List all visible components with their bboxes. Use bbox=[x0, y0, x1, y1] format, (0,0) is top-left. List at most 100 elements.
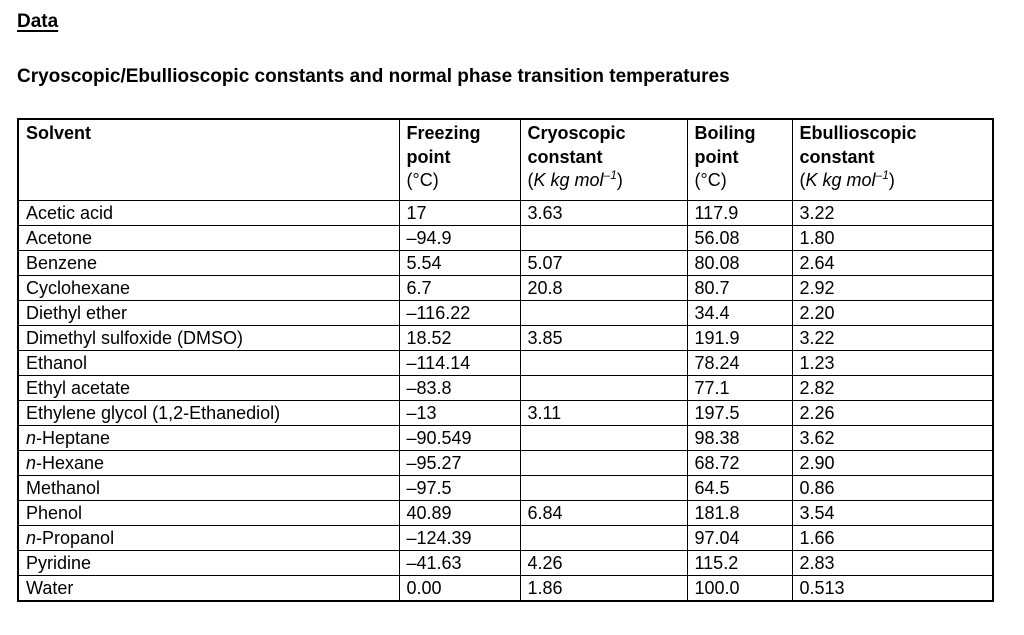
cryoscopic-constant-cell bbox=[519, 299, 688, 326]
boiling-point-cell: 56.08 bbox=[686, 224, 793, 251]
table-row: n-Propanol –124.39 97.04 1.66 bbox=[17, 524, 994, 551]
cryoscopic-constant-cell bbox=[519, 349, 688, 376]
solvent-name: Acetone bbox=[26, 227, 93, 248]
freezing-point-cell: –94.9 bbox=[398, 224, 521, 251]
column-unit: (°C) bbox=[406, 170, 439, 190]
freezing-point-cell: 18.52 bbox=[398, 324, 521, 351]
cryoscopic-constant-cell: 20.8 bbox=[519, 274, 688, 301]
freezing-point-cell: 17 bbox=[398, 199, 521, 226]
ebullioscopic-constant-cell: 1.23 bbox=[791, 349, 994, 376]
ebullioscopic-constant-cell: 3.22 bbox=[791, 199, 994, 226]
freezing-point-cell: 40.89 bbox=[398, 499, 521, 526]
cryoscopic-constant-cell: 3.11 bbox=[519, 399, 688, 426]
column-unit: (°C) bbox=[694, 170, 727, 190]
solvent-cell: Diethyl ether bbox=[17, 299, 400, 326]
freezing-point-cell: –124.39 bbox=[398, 524, 521, 551]
freezing-point-cell: 0.00 bbox=[398, 574, 521, 601]
table-row: n-Heptane –90.549 98.38 3.62 bbox=[17, 424, 994, 451]
boiling-point-cell: 68.72 bbox=[686, 449, 793, 476]
table-row: Ethyl acetate –83.8 77.1 2.82 bbox=[17, 374, 994, 401]
solvent-cell: n-Hexane bbox=[17, 449, 400, 476]
page-title: Data bbox=[17, 11, 59, 32]
boiling-point-cell: 77.1 bbox=[686, 374, 793, 401]
ebullioscopic-constant-cell: 2.82 bbox=[791, 374, 994, 401]
solvent-name: -Heptane bbox=[36, 427, 111, 448]
solvent-name: Pyridine bbox=[26, 552, 92, 573]
boiling-point-cell: 181.8 bbox=[686, 499, 793, 526]
table-row: Methanol –97.5 64.5 0.86 bbox=[17, 474, 994, 501]
solvent-name: Water bbox=[26, 577, 74, 598]
constants-table: Solvent Freezing point (°C) Cryoscopic c… bbox=[17, 118, 994, 602]
table-row: Dimethyl sulfoxide (DMSO) 18.52 3.85 191… bbox=[17, 324, 994, 351]
cryoscopic-constant-cell: 3.85 bbox=[519, 324, 688, 351]
boiling-point-cell: 78.24 bbox=[686, 349, 793, 376]
cryoscopic-constant-cell bbox=[519, 524, 688, 551]
cryoscopic-constant-cell: 5.07 bbox=[519, 249, 688, 276]
solvent-cell: Ethyl acetate bbox=[17, 374, 400, 401]
freezing-point-cell: –90.549 bbox=[398, 424, 521, 451]
boiling-point-cell: 97.04 bbox=[686, 524, 793, 551]
solvent-name: Phenol bbox=[26, 502, 83, 523]
freezing-point-cell: –95.27 bbox=[398, 449, 521, 476]
solvent-name: Diethyl ether bbox=[26, 302, 128, 323]
freezing-point-cell: –116.22 bbox=[398, 299, 521, 326]
table-row: Cyclohexane 6.7 20.8 80.7 2.92 bbox=[17, 274, 994, 301]
cryoscopic-constant-cell bbox=[519, 449, 688, 476]
freezing-point-cell: –41.63 bbox=[398, 549, 521, 576]
ebullioscopic-constant-cell: 3.54 bbox=[791, 499, 994, 526]
column-header-solvent: Solvent bbox=[17, 118, 400, 201]
column-header-freezing-point: Freezing point (°C) bbox=[398, 118, 521, 201]
solvent-cell: Phenol bbox=[17, 499, 400, 526]
boiling-point-cell: 64.5 bbox=[686, 474, 793, 501]
ebullioscopic-constant-cell: 0.86 bbox=[791, 474, 994, 501]
solvent-cell: Cyclohexane bbox=[17, 274, 400, 301]
table-row: Acetic acid 17 3.63 117.9 3.22 bbox=[17, 199, 994, 226]
boiling-point-cell: 98.38 bbox=[686, 424, 793, 451]
solvent-cell: n-Heptane bbox=[17, 424, 400, 451]
table-row: n-Hexane –95.27 68.72 2.90 bbox=[17, 449, 994, 476]
header-row: Solvent Freezing point (°C) Cryoscopic c… bbox=[17, 118, 994, 201]
cryoscopic-constant-cell bbox=[519, 424, 688, 451]
solvent-italic-prefix: n bbox=[26, 427, 37, 448]
ebullioscopic-constant-cell: 2.90 bbox=[791, 449, 994, 476]
boiling-point-cell: 115.2 bbox=[686, 549, 793, 576]
solvent-cell: Dimethyl sulfoxide (DMSO) bbox=[17, 324, 400, 351]
column-label: Freezing point bbox=[406, 123, 481, 167]
cryoscopic-constant-cell bbox=[519, 474, 688, 501]
boiling-point-cell: 80.7 bbox=[686, 274, 793, 301]
solvent-name: Methanol bbox=[26, 477, 101, 498]
solvent-italic-prefix: n bbox=[26, 452, 37, 473]
column-label: Ebullioscopic constant bbox=[799, 123, 917, 167]
solvent-cell: Methanol bbox=[17, 474, 400, 501]
freezing-point-cell: –114.14 bbox=[398, 349, 521, 376]
column-header-boiling-point: Boiling point (°C) bbox=[686, 118, 793, 201]
column-header-ebullioscopic-constant: Ebullioscopic constant (K kg mol–1) bbox=[791, 118, 994, 201]
ebullioscopic-constant-cell: 2.20 bbox=[791, 299, 994, 326]
solvent-name: Acetic acid bbox=[26, 202, 114, 223]
table-row: Phenol 40.89 6.84 181.8 3.54 bbox=[17, 499, 994, 526]
column-label: Cryoscopic constant bbox=[527, 123, 626, 167]
solvent-name: Ethyl acetate bbox=[26, 377, 131, 398]
ebullioscopic-constant-cell: 2.92 bbox=[791, 274, 994, 301]
solvent-cell: Benzene bbox=[17, 249, 400, 276]
solvent-cell: Acetic acid bbox=[17, 199, 400, 226]
table-row: Acetone –94.9 56.08 1.80 bbox=[17, 224, 994, 251]
column-unit: (K kg mol–1) bbox=[799, 168, 895, 190]
solvent-name: -Propanol bbox=[36, 527, 115, 548]
ebullioscopic-constant-cell: 0.513 bbox=[791, 574, 994, 601]
cryoscopic-constant-cell: 4.26 bbox=[519, 549, 688, 576]
cryoscopic-constant-cell: 6.84 bbox=[519, 499, 688, 526]
ebullioscopic-constant-cell: 2.64 bbox=[791, 249, 994, 276]
ebullioscopic-constant-cell: 2.83 bbox=[791, 549, 994, 576]
table-row: Benzene 5.54 5.07 80.08 2.64 bbox=[17, 249, 994, 276]
section-heading: Cryoscopic/Ebullioscopic constants and n… bbox=[17, 66, 730, 87]
table-row: Ethylene glycol (1,2-Ethanediol) –13 3.1… bbox=[17, 399, 994, 426]
cryoscopic-constant-cell bbox=[519, 224, 688, 251]
freezing-point-cell: –97.5 bbox=[398, 474, 521, 501]
solvent-name: -Hexane bbox=[36, 452, 105, 473]
column-header-cryoscopic-constant: Cryoscopic constant (K kg mol–1) bbox=[519, 118, 688, 201]
boiling-point-cell: 117.9 bbox=[686, 199, 793, 226]
solvent-cell: Pyridine bbox=[17, 549, 400, 576]
solvent-cell: Ethylene glycol (1,2-Ethanediol) bbox=[17, 399, 400, 426]
column-label: Boiling point bbox=[694, 123, 756, 167]
